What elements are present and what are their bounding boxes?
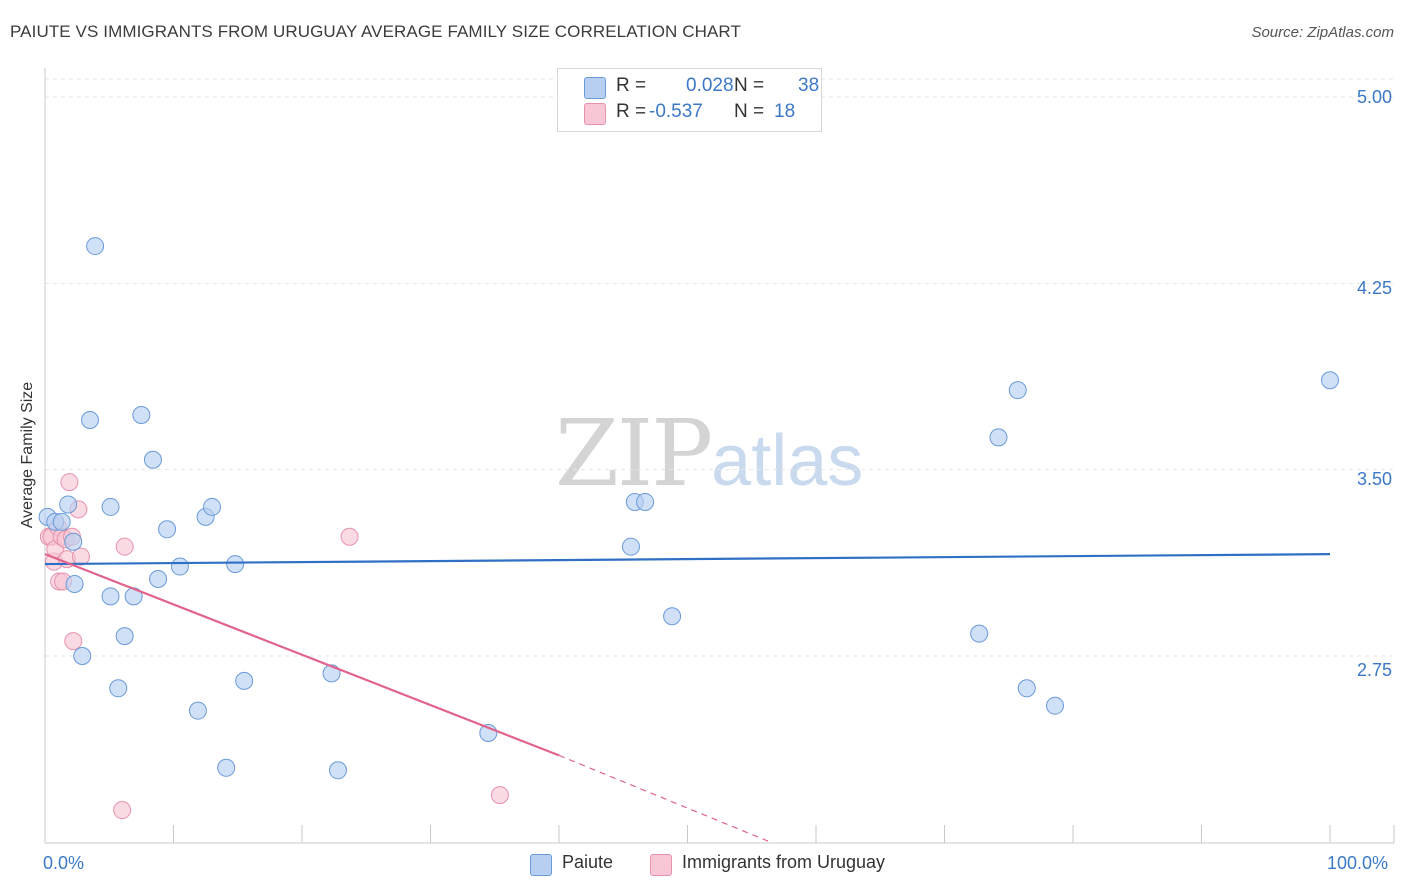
paiute-point (1321, 371, 1339, 390)
paiute-point (59, 495, 78, 514)
paiute-point (328, 761, 347, 780)
uruguay-point (64, 632, 83, 651)
paiute-point (132, 406, 151, 425)
paiute-point (52, 512, 71, 531)
paiute-point (217, 758, 236, 777)
uruguay-point (60, 473, 79, 492)
paiute-point (149, 569, 168, 588)
paiute-point (80, 410, 99, 429)
uruguay-point (340, 527, 359, 546)
legend-row-paiute: R = 0.028 N = 38 (558, 74, 821, 100)
x-tick-label-min: 0.0% (43, 853, 85, 873)
r-value: -0.537 (649, 101, 703, 122)
n-value: 18 (774, 101, 796, 122)
y-tick-label: 3.50 (1356, 469, 1392, 489)
paiute-point (109, 679, 128, 698)
paiute-point (989, 428, 1008, 447)
paiute-point (170, 557, 189, 576)
n-label: N = (734, 101, 765, 122)
legend-row-uruguay: R = -0.537 N = 18 (558, 100, 821, 126)
uruguay-point (490, 786, 509, 805)
r-value: 0.028 (686, 75, 734, 96)
uruguay-point (115, 537, 134, 556)
paiute-point (203, 497, 222, 516)
paiute-point (621, 537, 640, 556)
paiute-point (1008, 381, 1027, 400)
paiute-point (188, 701, 207, 720)
n-value: 38 (798, 75, 820, 96)
paiute-point (65, 574, 84, 593)
paiute-point (143, 450, 162, 469)
uruguay-legend-icon (650, 854, 672, 876)
paiute-point (235, 671, 254, 690)
paiute-legend-icon (530, 854, 552, 876)
x-tick-label-max: 100.0% (1327, 853, 1389, 873)
r-label: R = (616, 75, 647, 96)
paiute-point (86, 237, 105, 256)
y-tick-label: 5.00 (1356, 87, 1392, 107)
uruguay-point (71, 547, 90, 566)
legend-label: Paiute (562, 852, 614, 872)
uruguay-trend-extension (558, 754, 772, 843)
r-label: R = (616, 101, 647, 122)
paiute-point (226, 555, 245, 574)
watermark-atlas: atlas (711, 421, 864, 501)
watermark: ZIPatlas (555, 400, 863, 507)
paiute-point (663, 607, 682, 626)
paiute-point (101, 497, 120, 516)
chart-title: PAIUTE VS IMMIGRANTS FROM URUGUAY AVERAG… (10, 22, 741, 41)
uruguay-trend-line (44, 553, 560, 757)
uruguay-point (113, 801, 132, 820)
paiute-point (1017, 679, 1036, 698)
y-tick-label: 2.75 (1356, 660, 1392, 680)
source-label: Source: ZipAtlas.com (1251, 24, 1394, 41)
paiute-point (101, 587, 120, 606)
paiute-point (970, 624, 989, 643)
n-label: N = (734, 75, 765, 96)
correlation-legend: R = 0.028 N = 38 R = -0.537 N = 18 (557, 68, 822, 132)
watermark-zip: ZIP (555, 400, 713, 507)
paiute-point (73, 647, 92, 665)
paiute-point (115, 627, 134, 646)
legend-label: Immigrants from Uruguay (682, 852, 886, 872)
uruguay-swatch-icon (584, 103, 606, 125)
paiute-point (1046, 696, 1065, 715)
paiute-swatch-icon (584, 77, 606, 99)
paiute-point (64, 532, 83, 551)
paiute-point (636, 492, 655, 511)
paiute-trend-line (44, 553, 1331, 566)
paiute-point (158, 520, 177, 539)
y-tick-label: 4.25 (1356, 278, 1392, 298)
